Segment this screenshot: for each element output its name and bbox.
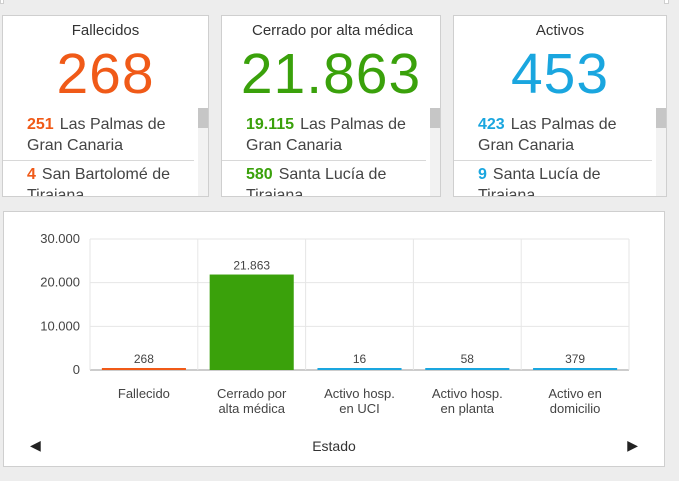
x-tick-label: alta médica bbox=[218, 401, 285, 416]
next-arrow-icon[interactable]: ▶ bbox=[627, 437, 638, 453]
data-label: 21.863 bbox=[233, 259, 270, 273]
scroll-thumb[interactable] bbox=[198, 108, 208, 128]
y-tick-label: 10.000 bbox=[40, 318, 80, 333]
x-tick-label: Fallecido bbox=[118, 386, 170, 401]
scroll-thumb[interactable] bbox=[656, 108, 666, 128]
card-list[interactable]: 251 Las Palmas de Gran Canaria 4 San Barto… bbox=[3, 111, 194, 196]
list-item-number: 4 bbox=[27, 166, 36, 183]
y-tick-label: 20.000 bbox=[40, 275, 80, 290]
y-tick-label: 30.000 bbox=[40, 231, 80, 246]
list-item[interactable]: 423 Las Palmas de Gran Canaria bbox=[454, 111, 652, 161]
card-title: Cerrado por alta médica bbox=[252, 22, 413, 39]
list-item[interactable]: 4 San Bartolomé de Tirajana bbox=[3, 161, 194, 196]
bar bbox=[209, 274, 294, 370]
chart-panel: 0 10.000 20.000 30.000 268 Fallecido 21.863 Cer… bbox=[3, 211, 665, 467]
list-item-number: 19.115 bbox=[246, 116, 295, 133]
list-item-number: 9 bbox=[478, 166, 487, 183]
list-item-name: Las Palmas de Gran Canaria bbox=[246, 116, 406, 154]
card-value: 268 bbox=[56, 42, 155, 106]
x-tick-label: Cerrado por bbox=[217, 386, 287, 401]
card-title: Fallecidos bbox=[71, 22, 140, 39]
card-activos: Activos 453 423 Las Palmas de Gran Canari… bbox=[453, 15, 667, 197]
top-strip-left bbox=[0, 0, 4, 4]
list-item[interactable]: 19.115 Las Palmas de Gran Canaria bbox=[222, 111, 426, 161]
y-tick-label: 0 bbox=[73, 362, 80, 377]
list-item-name: Las Palmas de Gran Canaria bbox=[478, 116, 617, 154]
x-tick-label: Activo hosp. bbox=[432, 386, 503, 401]
x-tick-label: en planta bbox=[441, 401, 495, 416]
bar bbox=[101, 368, 186, 370]
list-item-number: 580 bbox=[246, 166, 273, 183]
scrollbar[interactable] bbox=[430, 108, 440, 196]
x-tick-label: en UCI bbox=[339, 401, 379, 416]
list-item[interactable]: 580 Santa Lucía de Tirajana bbox=[222, 161, 426, 196]
bar bbox=[317, 368, 402, 370]
scroll-thumb[interactable] bbox=[430, 108, 440, 128]
scrollbar[interactable] bbox=[656, 108, 666, 196]
card-title: Activos bbox=[535, 22, 585, 39]
list-item[interactable]: 9 Santa Lucía de Tirajana bbox=[454, 161, 652, 196]
card-list[interactable]: 423 Las Palmas de Gran Canaria 9 Santa Luc… bbox=[454, 111, 652, 196]
list-item-number: 251 bbox=[27, 116, 54, 133]
x-tick-label: Activo hosp. bbox=[324, 386, 395, 401]
card-list[interactable]: 19.115 Las Palmas de Gran Canaria 580 Sant… bbox=[222, 111, 426, 196]
data-label: 268 bbox=[134, 352, 154, 366]
bar-chart: 0 10.000 20.000 30.000 268 Fallecido 21.863 Cer… bbox=[40, 231, 630, 416]
data-label: 58 bbox=[461, 352, 475, 366]
list-item-number: 423 bbox=[478, 116, 505, 133]
list-item-name: Santa Lucía de Tirajana bbox=[478, 166, 601, 196]
data-label: 379 bbox=[565, 352, 585, 366]
card-fallecidos: Fallecidos 268 251 Las Palmas de Gran Can… bbox=[2, 15, 209, 197]
x-tick-label: domicilio bbox=[550, 401, 601, 416]
data-label: 16 bbox=[353, 352, 367, 366]
list-item[interactable]: 251 Las Palmas de Gran Canaria bbox=[3, 111, 194, 161]
list-item-name: Las Palmas de Gran Canaria bbox=[27, 116, 166, 154]
x-axis-title: Estado bbox=[312, 438, 356, 454]
bar bbox=[533, 368, 618, 370]
list-item-name: Santa Lucía de Tirajana bbox=[246, 166, 387, 196]
scrollbar[interactable] bbox=[198, 108, 208, 196]
bar bbox=[425, 368, 510, 370]
card-value: 21.863 bbox=[240, 42, 422, 106]
x-tick-label: Activo en bbox=[548, 386, 601, 401]
card-cerrado: Cerrado por alta médica 21.863 19.115 Las… bbox=[221, 15, 441, 197]
list-item-name: San Bartolomé de Tirajana bbox=[27, 166, 170, 196]
card-value: 453 bbox=[510, 42, 610, 106]
prev-arrow-icon[interactable]: ◀ bbox=[30, 437, 41, 453]
top-strip-right bbox=[664, 0, 669, 4]
